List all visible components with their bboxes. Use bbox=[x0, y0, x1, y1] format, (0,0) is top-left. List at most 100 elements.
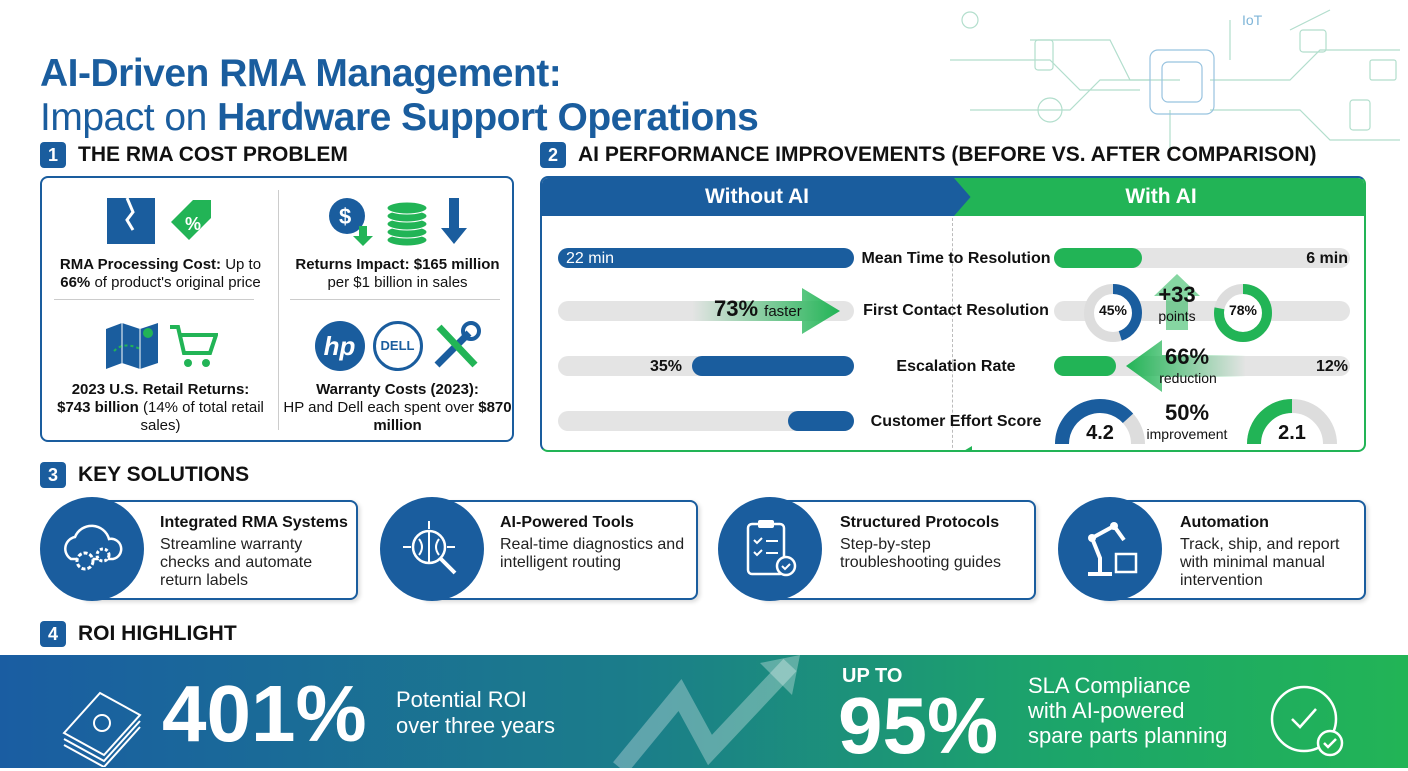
stat-label: Warranty Costs (2023): bbox=[316, 381, 479, 398]
title-line-2-bold: Hardware Support Operations bbox=[217, 96, 759, 139]
stat-label: 2023 U.S. Retail Returns: bbox=[71, 381, 250, 398]
robot-arm-icon bbox=[1058, 497, 1162, 601]
map-icon bbox=[105, 323, 158, 369]
arrow-back-icon bbox=[965, 446, 972, 450]
money-stack-icon bbox=[62, 691, 142, 767]
stat-returns-impact: $ Returns Impact: $165 million per $1 bil… bbox=[279, 178, 516, 311]
coin-stack-icon bbox=[386, 201, 427, 246]
stat-label: RMA Processing Cost: bbox=[59, 256, 222, 273]
price-tag-icon: % bbox=[170, 200, 211, 240]
fcr-after-value: 78% bbox=[1228, 302, 1258, 318]
solution-desc: Step-by-step troubleshooting guides bbox=[840, 536, 1002, 571]
roi-desc-line: Potential ROI bbox=[396, 687, 527, 712]
roi-desc-line: over three years bbox=[396, 713, 555, 738]
esc-after-value: 12% bbox=[1315, 358, 1348, 375]
stat-rma-processing-cost: % RMA Processing Cost: Up to 66% of produ… bbox=[42, 178, 279, 311]
stat-label: Returns Impact: $165 million bbox=[295, 256, 500, 273]
sla-value: 95% bbox=[838, 681, 999, 770]
sla-desc-line: spare parts planning bbox=[1028, 723, 1228, 748]
ces-before-value: 4.2 bbox=[1086, 422, 1114, 444]
metric-label: Mean Time to Resolution bbox=[861, 250, 1051, 267]
stat-value: 66% bbox=[60, 274, 91, 291]
section-3-heading: 3 KEY SOLUTIONS bbox=[40, 462, 249, 488]
esc-before-bar bbox=[692, 356, 854, 376]
ces-before-bar bbox=[788, 411, 854, 431]
ces-change: 50% bbox=[1164, 400, 1210, 425]
section-title: THE RMA COST PROBLEM bbox=[78, 143, 348, 166]
without-ai-header: Without AI bbox=[542, 178, 972, 216]
section-title: AI PERFORMANCE IMPROVEMENTS (BEFORE VS. … bbox=[578, 143, 1317, 166]
solution-title: Structured Protocols bbox=[840, 514, 1000, 531]
stat-value: $743 billion bbox=[57, 399, 139, 416]
title-line-1: AI-Driven RMA Management: bbox=[40, 52, 562, 95]
solution-title: AI-Powered Tools bbox=[500, 514, 634, 531]
sla-desc-line: with AI-powered bbox=[1028, 698, 1185, 723]
shopping-cart-icon bbox=[169, 325, 218, 367]
stat-text: Up to bbox=[221, 256, 262, 273]
dollar-down-icon: $ bbox=[328, 198, 373, 246]
mttr-before-value: 22 min bbox=[566, 250, 615, 267]
arrow-left-icon bbox=[1126, 340, 1246, 392]
roi-banner: 401% Potential ROI over three years UP TO… bbox=[0, 655, 1408, 770]
sla-description: SLA Compliance with AI-powered spare parts… bbox=[1028, 673, 1227, 748]
fcr-after-donut bbox=[1214, 284, 1272, 342]
section-2-heading: 2 AI PERFORMANCE IMPROVEMENTS (BEFORE VS… bbox=[540, 142, 1317, 168]
section-number: 4 bbox=[40, 621, 66, 647]
section-4-heading: 4 ROI HIGHLIGHT bbox=[40, 621, 237, 647]
up-to-label: UP TO bbox=[842, 665, 903, 687]
tools-icon bbox=[434, 321, 481, 368]
solution-desc: Streamline warranty checks and automate … bbox=[160, 536, 313, 589]
clock-check-icon bbox=[1270, 685, 1344, 757]
sla-desc-line: SLA Compliance bbox=[1028, 673, 1191, 698]
cloud-gears-icon bbox=[40, 497, 144, 601]
esc-after-bar bbox=[1054, 356, 1116, 376]
stat-warranty-costs: hp DELL Warranty Costs (2023): HP and Del… bbox=[279, 311, 516, 444]
roi-description: Potential ROI over three years bbox=[396, 687, 555, 739]
ai-performance-panel: Without AI With AI 22 min Mean Time to R… bbox=[540, 176, 1366, 452]
metric-label: Customer Effort Score bbox=[870, 413, 1042, 430]
solution-desc: Real-time diagnostics and intelligent ro… bbox=[500, 536, 685, 571]
svg-text:$: $ bbox=[339, 204, 351, 229]
note-value: 73% bbox=[714, 296, 759, 321]
brain-chip-icon bbox=[380, 497, 484, 601]
stat-retail-returns: 2023 U.S. Retail Returns: $743 billion (1… bbox=[42, 311, 279, 444]
mttr-before-bar bbox=[558, 248, 854, 268]
arrow-down-icon bbox=[440, 198, 467, 244]
clipboard-checklist-icon bbox=[718, 497, 822, 601]
solution-title: Integrated RMA Systems bbox=[160, 514, 348, 531]
stat-text: HP and Dell each spent over bbox=[283, 399, 479, 416]
dell-logo: DELL bbox=[372, 321, 423, 371]
ces-before-gauge bbox=[1055, 399, 1145, 444]
fcr-before-donut bbox=[1084, 284, 1142, 342]
section-number: 2 bbox=[540, 142, 566, 168]
esc-change: 66% bbox=[1164, 344, 1210, 369]
section-1-heading: 1 THE RMA COST PROBLEM bbox=[40, 142, 348, 168]
fcr-change-unit: points bbox=[1158, 308, 1196, 324]
solution-title: Automation bbox=[1180, 514, 1269, 531]
esc-before-value: 35% bbox=[650, 358, 683, 375]
note-unit: faster bbox=[764, 303, 802, 320]
svg-text:%: % bbox=[185, 214, 201, 234]
stat-text: per $1 billion in sales bbox=[327, 274, 468, 291]
page-title: AI-Driven RMA Management: Impact on Hard… bbox=[40, 52, 759, 140]
section-title: KEY SOLUTIONS bbox=[78, 463, 250, 486]
solution-desc: Track, ship, and report with minimal man… bbox=[1180, 536, 1340, 589]
stat-value: $870 million bbox=[373, 399, 512, 434]
section-number: 1 bbox=[40, 142, 66, 168]
mttr-after-value: 6 min bbox=[1306, 250, 1348, 267]
esc-change-unit: reduction bbox=[1159, 370, 1217, 386]
circuit-decoration: IoT bbox=[950, 9, 1400, 160]
arrow-up-icon bbox=[1154, 274, 1200, 330]
trend-arrow-icon bbox=[613, 655, 800, 768]
with-ai-header: With AI bbox=[954, 178, 1364, 216]
ces-after-gauge bbox=[1247, 399, 1337, 444]
fcr-speed-note: 73% faster bbox=[714, 296, 802, 322]
ces-before-track bbox=[558, 411, 854, 431]
fcr-before-value: 45% bbox=[1098, 302, 1128, 318]
metric-label: First Contact Resolution bbox=[863, 302, 1049, 319]
metric-label: Escalation Rate bbox=[896, 358, 1016, 375]
arrow-right-icon bbox=[692, 288, 840, 334]
section-number: 3 bbox=[40, 462, 66, 488]
title-line-2-light: Impact on bbox=[40, 96, 218, 139]
ces-after-value: 2.1 bbox=[1278, 422, 1306, 444]
